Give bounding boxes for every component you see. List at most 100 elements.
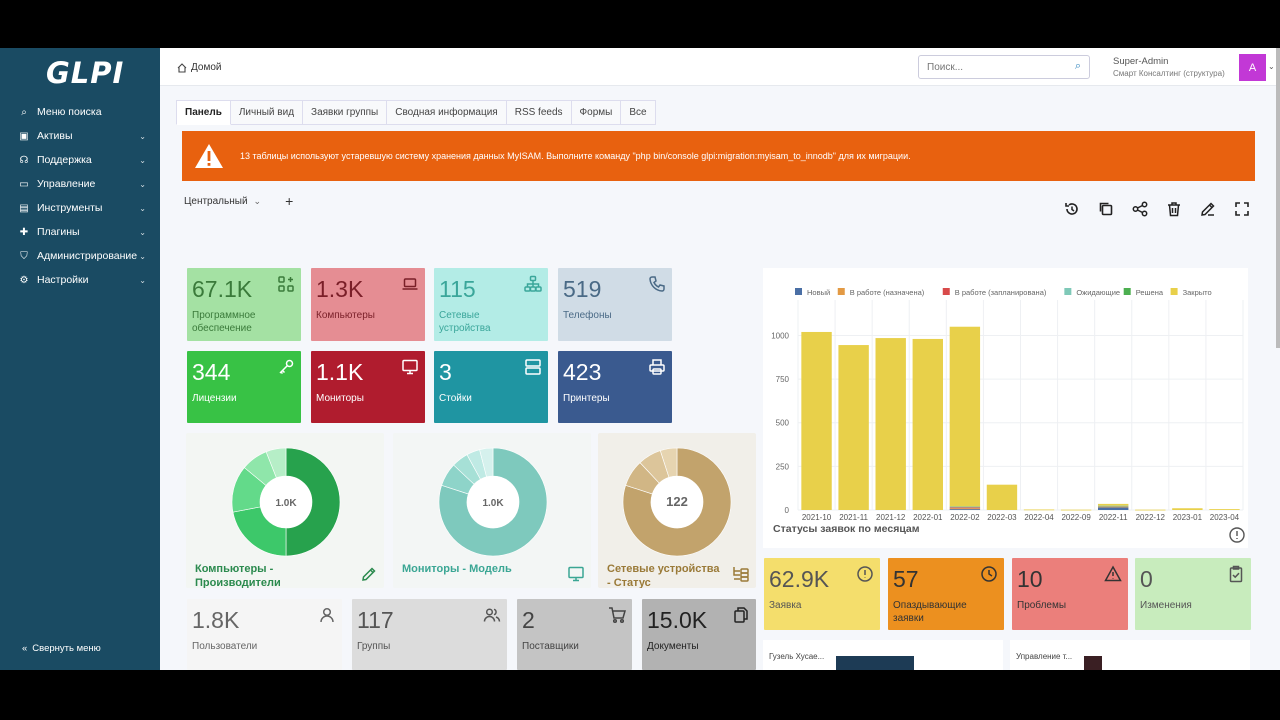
counter-tile-9[interactable]: 117 Группы bbox=[352, 599, 507, 670]
legend-label[interactable]: В работе (назначена) bbox=[850, 288, 925, 297]
legend-label[interactable]: Ожидающие bbox=[1076, 288, 1120, 297]
bar-segment[interactable] bbox=[912, 338, 943, 510]
bar-segment[interactable] bbox=[801, 331, 832, 510]
legend-swatch[interactable] bbox=[837, 288, 845, 295]
search-input[interactable] bbox=[919, 56, 1059, 78]
counter-tile-8[interactable]: 1.8K Пользователи bbox=[187, 599, 342, 670]
edit-icon[interactable] bbox=[1199, 200, 1217, 218]
counter-tile-11[interactable]: 15.0K Документы bbox=[642, 599, 756, 670]
bar-segment[interactable] bbox=[1172, 508, 1203, 510]
legend-swatch[interactable] bbox=[942, 288, 950, 295]
chevron-down-icon[interactable]: ⌄ bbox=[1268, 62, 1275, 71]
tile-value: 57 bbox=[893, 566, 919, 592]
sitemap-icon[interactable] bbox=[732, 565, 750, 583]
avatar[interactable]: A bbox=[1239, 54, 1266, 81]
user-info[interactable]: Super-Admin Смарт Консалтинг (структура) bbox=[1113, 56, 1225, 80]
sidebar-item-3[interactable]: ▭ Управление ⌄ bbox=[0, 172, 160, 196]
dashboard-selector[interactable]: Центральный ⌄ + bbox=[184, 193, 293, 209]
sidebar-item-5[interactable]: ✚ Плагины ⌄ bbox=[0, 220, 160, 244]
counter-tile-0[interactable]: 67.1K Программное обеспечение bbox=[187, 268, 301, 341]
counter-tile-7[interactable]: 423 Принтеры bbox=[558, 351, 672, 423]
x-tick-label: 2021-10 bbox=[802, 513, 832, 522]
info-icon[interactable] bbox=[1229, 527, 1245, 543]
legend-swatch[interactable] bbox=[1123, 288, 1131, 295]
sidebar-item-0[interactable]: ⌕ Меню поиска bbox=[0, 100, 160, 124]
sidebar-item-2[interactable]: ☊ Поддержка ⌄ bbox=[0, 148, 160, 172]
bar-segment[interactable] bbox=[949, 326, 981, 507]
counter-tile-15[interactable]: 0 Изменения bbox=[1135, 558, 1251, 630]
counter-tile-12[interactable]: 62.9K Заявка bbox=[764, 558, 880, 630]
bar-segment[interactable] bbox=[949, 509, 981, 510]
y-tick-label: 1000 bbox=[771, 331, 789, 340]
counter-tile-10[interactable]: 2 Поставщики bbox=[517, 599, 632, 670]
tab-1[interactable]: Личный вид bbox=[230, 100, 304, 125]
sidebar-item-4[interactable]: ▤ Инструменты ⌄ bbox=[0, 196, 160, 220]
counter-tile-13[interactable]: 57 Опаздывающие заявки bbox=[888, 558, 1004, 630]
tab-2[interactable]: Заявки группы bbox=[303, 100, 388, 125]
sidebar-item-7[interactable]: ⚙ Настройки ⌄ bbox=[0, 268, 160, 292]
legend-label[interactable]: В работе (запланирована) bbox=[955, 288, 1047, 297]
counter-tile-5[interactable]: 1.1K Мониторы bbox=[311, 351, 425, 423]
collapse-menu-button[interactable]: « Свернуть меню bbox=[22, 643, 101, 654]
sidebar-item-1[interactable]: ▣ Активы ⌄ bbox=[0, 124, 160, 148]
counter-tile-4[interactable]: 344 Лицензии bbox=[187, 351, 301, 423]
legend-label[interactable]: Закрыто bbox=[1183, 288, 1212, 297]
tab-4[interactable]: RSS feeds bbox=[506, 100, 572, 125]
bar-segment[interactable] bbox=[1098, 507, 1129, 510]
server-icon bbox=[525, 359, 541, 375]
tile-value: 115 bbox=[439, 276, 476, 302]
breadcrumb-home[interactable]: Домой bbox=[191, 62, 222, 73]
bar-segment[interactable] bbox=[1135, 509, 1166, 511]
desktop-icon[interactable] bbox=[567, 565, 585, 583]
legend-label[interactable]: Новый bbox=[807, 288, 830, 297]
legend-label[interactable]: Решена bbox=[1136, 288, 1164, 297]
bottom-widget-left: Гузель Хусае... bbox=[763, 640, 1003, 670]
breadcrumb[interactable]: Домой bbox=[177, 62, 221, 73]
sidebar-item-6[interactable]: ⛉ Администрирование ⌄ bbox=[0, 244, 160, 268]
add-dashboard-button[interactable]: + bbox=[285, 193, 294, 209]
counter-tile-1[interactable]: 1.3K Компьютеры bbox=[311, 268, 425, 341]
bar-segment[interactable] bbox=[1098, 506, 1129, 508]
bar-segment[interactable] bbox=[875, 338, 906, 510]
bar-segment[interactable] bbox=[1098, 503, 1129, 506]
edit-icon[interactable] bbox=[360, 565, 378, 583]
glpi-logo[interactable]: GLPI bbox=[46, 56, 125, 90]
bar-segment[interactable] bbox=[838, 345, 869, 510]
tile-label: Опаздывающие заявки bbox=[893, 600, 967, 624]
trash-icon[interactable] bbox=[1165, 200, 1183, 218]
tab-6[interactable]: Все bbox=[621, 100, 656, 125]
search-icon[interactable]: ⌕ bbox=[1074, 60, 1081, 72]
history-icon[interactable] bbox=[1063, 200, 1081, 218]
bar-segment[interactable] bbox=[1060, 509, 1092, 511]
legend-swatch[interactable] bbox=[1064, 288, 1072, 295]
bottom-widget-left-label: Гузель Хусае... bbox=[769, 652, 825, 661]
bar-segment[interactable] bbox=[949, 507, 981, 509]
bar-segment[interactable] bbox=[986, 484, 1018, 510]
bar-segment[interactable] bbox=[1098, 505, 1129, 507]
tab-5[interactable]: Формы bbox=[571, 100, 622, 125]
clone-icon[interactable] bbox=[1097, 200, 1115, 218]
tile-label: Телефоны bbox=[563, 310, 612, 321]
counter-tile-2[interactable]: 115 Сетевые устройства bbox=[434, 268, 548, 341]
scrollbar[interactable] bbox=[1276, 48, 1280, 348]
bar-segment[interactable] bbox=[949, 506, 981, 508]
legend-swatch[interactable] bbox=[1170, 288, 1178, 295]
bar-segment[interactable] bbox=[949, 508, 981, 510]
counter-tile-3[interactable]: 519 Телефоны bbox=[558, 268, 672, 341]
tab-3[interactable]: Сводная информация bbox=[387, 100, 507, 125]
dashboard-selected[interactable]: Центральный bbox=[184, 195, 248, 207]
fullscreen-icon[interactable] bbox=[1233, 200, 1251, 218]
bar-segment[interactable] bbox=[1209, 509, 1240, 510]
chevron-down-icon: ⌄ bbox=[139, 251, 146, 261]
chevron-down-icon[interactable]: ⌄ bbox=[253, 195, 262, 206]
legend-swatch[interactable] bbox=[795, 288, 802, 295]
tab-0[interactable]: Панель bbox=[176, 100, 231, 125]
x-tick-label: 2022-01 bbox=[913, 513, 943, 522]
share-icon[interactable] bbox=[1131, 200, 1149, 218]
counter-tile-6[interactable]: 3 Стойки bbox=[434, 351, 548, 423]
clock-icon bbox=[981, 566, 997, 582]
monitor-icon bbox=[402, 359, 418, 375]
donut-center-value: 1.0K bbox=[482, 498, 504, 509]
counter-tile-14[interactable]: 10 Проблемы bbox=[1012, 558, 1128, 630]
bar-segment[interactable] bbox=[1023, 509, 1055, 511]
